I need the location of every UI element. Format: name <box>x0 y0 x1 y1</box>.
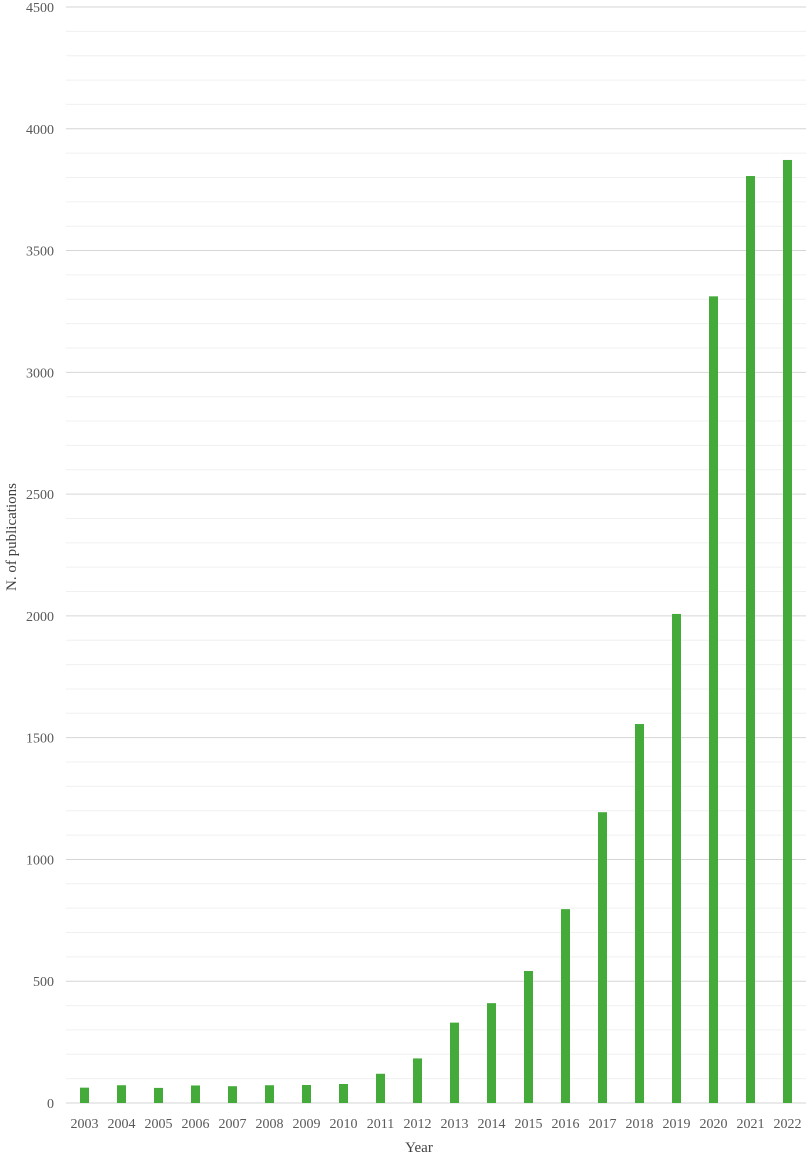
x-tick-label: 2019 <box>663 1117 691 1132</box>
x-tick-label: 2007 <box>219 1117 247 1132</box>
bar-2009 <box>302 1084 311 1103</box>
bar-2016 <box>561 909 570 1103</box>
y-axis-title: N. of publications <box>4 483 20 591</box>
bar-2004 <box>117 1085 126 1103</box>
x-tick-label: 2011 <box>367 1117 394 1132</box>
bar-2022 <box>783 159 792 1104</box>
bar-2012 <box>413 1058 422 1103</box>
x-tick-label: 2004 <box>108 1117 136 1132</box>
x-tick-label: 2014 <box>478 1117 506 1132</box>
bar-2007 <box>228 1086 237 1103</box>
bar-2020 <box>709 296 718 1103</box>
x-tick-label: 2008 <box>256 1117 284 1132</box>
y-tick-label: 4500 <box>26 1 54 16</box>
bar-2015 <box>524 970 533 1103</box>
y-tick-label: 1000 <box>26 853 54 868</box>
y-tick-label: 4000 <box>26 123 54 138</box>
x-tick-label: 2009 <box>293 1117 321 1132</box>
x-tick-label: 2017 <box>589 1117 617 1132</box>
x-tick-label: 2005 <box>145 1117 173 1132</box>
bar-2017 <box>598 812 607 1103</box>
y-tick-label: 3000 <box>26 366 54 381</box>
bar-2019 <box>672 613 681 1103</box>
bar-2018 <box>635 724 644 1103</box>
x-tick-label: 2022 <box>774 1117 802 1132</box>
x-tick-label: 2020 <box>700 1117 728 1132</box>
bar-2013 <box>450 1022 459 1103</box>
bar-2006 <box>191 1085 200 1103</box>
x-tick-label: 2021 <box>737 1117 765 1132</box>
bar-2008 <box>265 1085 274 1103</box>
bar-2010 <box>339 1084 348 1103</box>
grid-lines <box>66 6 806 1104</box>
y-tick-label: 1500 <box>26 732 54 747</box>
y-tick-label: 2500 <box>26 488 54 503</box>
bar-2011 <box>376 1073 385 1103</box>
y-axis-ticks: 0 500 1000 1500 2000 2500 3000 3500 4000 4500 <box>26 1 54 1112</box>
x-axis-title: Year <box>405 1140 433 1155</box>
x-tick-label: 2018 <box>626 1117 654 1132</box>
x-tick-label: 2006 <box>182 1117 210 1132</box>
x-axis-ticks: 2003 2004 2005 2006 2007 2008 2009 2010 2011 2012… <box>71 1117 802 1132</box>
y-tick-label: 2000 <box>26 610 54 625</box>
y-tick-label: 3500 <box>26 245 54 260</box>
bar-2003 <box>80 1087 89 1103</box>
x-tick-label: 2012 <box>404 1117 432 1132</box>
bar-2014 <box>487 1003 496 1103</box>
bars <box>80 159 792 1104</box>
x-tick-label: 2015 <box>515 1117 543 1132</box>
x-tick-label: 2010 <box>330 1117 358 1132</box>
x-tick-label: 2016 <box>552 1117 580 1132</box>
x-tick-label: 2013 <box>441 1117 469 1132</box>
y-tick-label: 500 <box>33 975 54 990</box>
y-tick-label: 0 <box>47 1097 54 1112</box>
bar-2021 <box>746 176 755 1103</box>
x-tick-label: 2003 <box>71 1117 99 1132</box>
bar-2005 <box>154 1087 163 1103</box>
